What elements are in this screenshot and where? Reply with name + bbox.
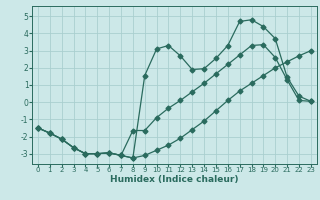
- X-axis label: Humidex (Indice chaleur): Humidex (Indice chaleur): [110, 175, 239, 184]
